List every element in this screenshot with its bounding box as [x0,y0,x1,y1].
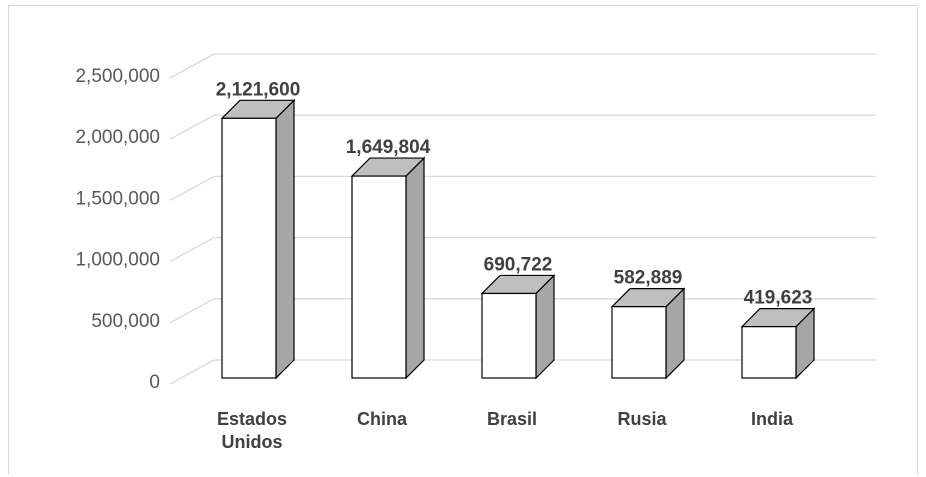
x-axis-categories: Estados Unidos China Brasil Rusia India [217,409,794,452]
bar [351,175,407,379]
data-label: 690,722 [484,254,553,275]
bar [741,326,797,379]
x-category-label: China [357,409,408,429]
data-label: 1,649,804 [346,137,431,158]
chart-frame [8,5,918,475]
y-tick-label: 1,500,000 [75,188,160,209]
bar [221,117,277,379]
bar-side [405,156,425,380]
y-tick-label: 1,000,000 [75,250,160,271]
gridline-depth [169,114,215,140]
bar-side [275,98,295,380]
bar [611,306,667,379]
gridline-depth [169,237,215,263]
gridline-depth [169,359,215,385]
x-category-label: Unidos [222,432,283,452]
y-tick-label: 500,000 [91,311,160,332]
gridline-depth [169,53,215,79]
x-category-label: Brasil [487,409,537,429]
y-tick-label: 2,000,000 [75,127,160,148]
gridline-depth [169,298,215,324]
x-category-label: Estados [217,409,287,429]
gridline-depth [169,175,215,201]
data-label: 582,889 [614,268,683,289]
y-axis-ticks: 0 500,000 1,000,000 1,500,000 2,000,000 2,500… [75,66,160,393]
y-tick-label: 2,500,000 [75,66,160,87]
y-tick-label: 0 [149,372,160,393]
gridlines [169,53,876,385]
bars [220,98,816,380]
x-category-label: India [751,409,794,429]
data-label: 419,623 [744,288,813,309]
x-category-label: Rusia [617,409,667,429]
data-label: 2,121,600 [216,79,301,100]
data-labels: 2,121,600 1,649,804 690,722 582,889 419,623 [216,79,813,308]
bar [481,292,537,379]
